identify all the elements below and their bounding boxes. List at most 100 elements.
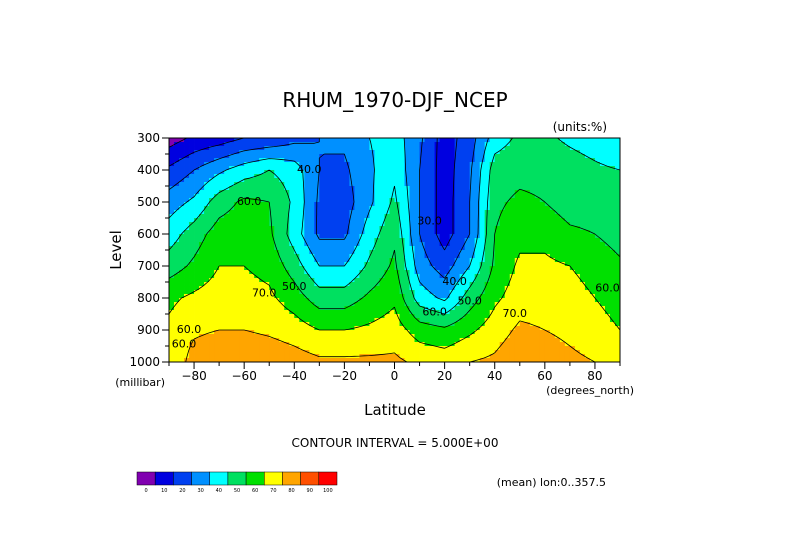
field-cell bbox=[179, 170, 185, 175]
field-cell bbox=[334, 218, 340, 223]
field-cell bbox=[329, 186, 335, 191]
field-cell bbox=[369, 158, 375, 163]
field-cell bbox=[199, 322, 205, 327]
field-cell bbox=[514, 154, 521, 159]
field-cell bbox=[429, 230, 435, 235]
field-cell bbox=[249, 266, 255, 271]
field-cell bbox=[399, 190, 405, 195]
field-cell bbox=[409, 238, 415, 243]
field-cell bbox=[574, 350, 581, 355]
field-cell bbox=[299, 314, 305, 319]
field-cell bbox=[339, 150, 345, 155]
field-cell bbox=[344, 314, 350, 319]
field-cell bbox=[479, 198, 486, 203]
field-cell bbox=[279, 274, 285, 279]
field-cell bbox=[344, 238, 350, 243]
field-cell bbox=[289, 330, 295, 335]
field-cell bbox=[444, 322, 451, 327]
field-cell bbox=[589, 182, 596, 187]
field-cell bbox=[479, 342, 486, 347]
field-cell bbox=[429, 334, 435, 339]
field-cell bbox=[599, 170, 606, 175]
field-cell bbox=[559, 214, 566, 219]
field-cell bbox=[549, 194, 556, 199]
field-cell bbox=[389, 178, 395, 183]
field-cell bbox=[269, 342, 275, 347]
field-cell bbox=[489, 238, 496, 243]
field-cell bbox=[599, 318, 606, 323]
field-cell bbox=[449, 286, 456, 291]
field-cell bbox=[429, 150, 435, 155]
field-cell bbox=[224, 326, 230, 331]
field-cell bbox=[414, 182, 420, 187]
field-cell bbox=[214, 338, 220, 343]
field-cell bbox=[334, 330, 340, 335]
field-cell bbox=[394, 154, 400, 159]
field-cell bbox=[274, 246, 280, 251]
field-cell bbox=[289, 266, 295, 271]
field-cell bbox=[429, 354, 435, 359]
field-cell bbox=[254, 182, 260, 187]
field-cell bbox=[339, 302, 345, 307]
field-cell bbox=[319, 178, 325, 183]
field-cell bbox=[419, 326, 425, 331]
field-cell bbox=[339, 326, 345, 331]
field-cell bbox=[294, 282, 300, 287]
field-cell bbox=[214, 138, 220, 143]
field-cell bbox=[229, 346, 235, 351]
field-cell bbox=[389, 206, 395, 211]
field-cell bbox=[304, 166, 310, 171]
field-cell bbox=[229, 178, 235, 183]
field-cell bbox=[189, 166, 195, 171]
field-cell bbox=[319, 334, 325, 339]
field-cell bbox=[489, 194, 496, 199]
field-cell bbox=[199, 254, 205, 259]
field-cell bbox=[484, 186, 491, 191]
field-cell bbox=[589, 170, 596, 175]
field-cell bbox=[264, 150, 270, 155]
field-cell bbox=[229, 170, 235, 175]
field-cell bbox=[304, 210, 310, 215]
field-cell bbox=[329, 306, 335, 311]
field-cell bbox=[224, 282, 230, 287]
field-cell bbox=[479, 334, 486, 339]
field-cell bbox=[579, 342, 586, 347]
field-cell bbox=[299, 206, 305, 211]
field-cell bbox=[514, 258, 521, 263]
field-cell bbox=[424, 262, 430, 267]
field-cell bbox=[444, 218, 451, 223]
field-cell bbox=[364, 170, 370, 175]
field-cell bbox=[204, 198, 210, 203]
field-cell bbox=[604, 250, 611, 255]
field-cell bbox=[184, 358, 190, 362]
field-cell bbox=[534, 162, 541, 167]
field-cell bbox=[289, 334, 295, 339]
field-cell bbox=[449, 334, 456, 339]
field-cell bbox=[579, 226, 586, 231]
field-cell bbox=[464, 294, 471, 299]
field-cell bbox=[569, 354, 576, 359]
field-cell bbox=[529, 266, 536, 271]
field-cell bbox=[454, 318, 461, 323]
field-cell bbox=[494, 298, 501, 303]
field-cell bbox=[479, 242, 486, 247]
field-cell bbox=[394, 162, 400, 167]
field-cell bbox=[289, 338, 295, 343]
field-cell bbox=[219, 162, 225, 167]
field-cell bbox=[584, 182, 591, 187]
field-cell bbox=[424, 242, 430, 247]
field-cell bbox=[249, 146, 255, 151]
field-cell bbox=[449, 294, 456, 299]
field-cell bbox=[609, 198, 616, 203]
field-cell bbox=[614, 314, 620, 319]
field-cell bbox=[544, 318, 551, 323]
field-cell bbox=[279, 346, 285, 351]
field-cell bbox=[324, 286, 330, 291]
field-cell bbox=[289, 158, 295, 163]
field-cell bbox=[519, 162, 526, 167]
field-cell bbox=[204, 226, 210, 231]
field-cell bbox=[569, 338, 576, 343]
field-cell bbox=[579, 258, 586, 263]
field-cell bbox=[219, 194, 225, 199]
field-cell bbox=[359, 222, 365, 227]
